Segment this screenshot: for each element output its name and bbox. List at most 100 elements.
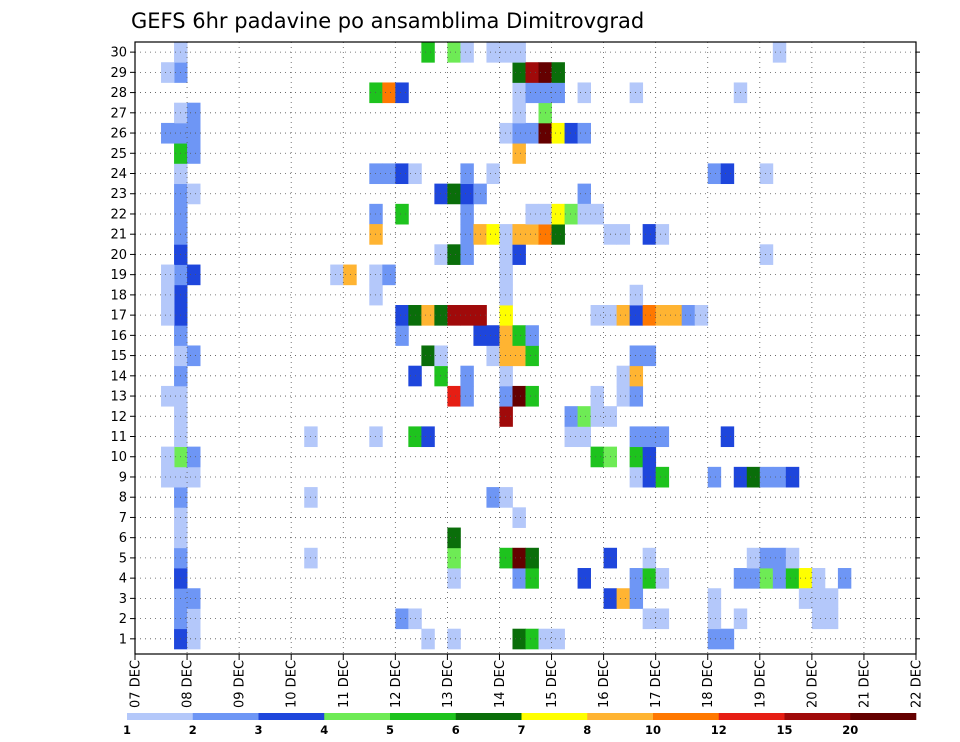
precip-cell <box>577 568 591 589</box>
precip-cell <box>499 122 513 144</box>
precip-cell <box>616 305 631 326</box>
y-tick-label: 9 <box>119 470 127 485</box>
colorbar-segment <box>784 713 851 720</box>
precip-cell <box>525 547 539 569</box>
precip-cell <box>512 224 526 245</box>
x-tick-label: 08 DEC <box>181 660 196 708</box>
precip-cell <box>499 42 513 63</box>
precip-cell <box>395 325 409 346</box>
precip-cell <box>434 183 448 205</box>
precip-cell <box>512 42 526 63</box>
precip-cell <box>811 588 826 609</box>
precip-cell <box>382 82 396 104</box>
precip-cell <box>161 122 175 144</box>
precip-cell <box>590 446 604 468</box>
precip-cell <box>746 547 761 569</box>
x-tick-label: 18 DEC <box>701 660 716 708</box>
precip-cell <box>655 466 670 488</box>
precip-cell <box>369 82 383 104</box>
precip-cell <box>486 487 500 508</box>
precip-cell <box>330 264 344 286</box>
colorbar-label: 3 <box>254 723 262 737</box>
precip-cell <box>460 203 474 225</box>
precip-cell <box>369 284 383 306</box>
precip-cell <box>447 244 461 265</box>
precip-cell <box>629 466 644 488</box>
precip-cell <box>499 365 513 387</box>
precip-cell <box>369 224 383 245</box>
precip-cell <box>616 588 631 609</box>
precip-cell <box>161 264 175 286</box>
precip-cell <box>187 102 201 124</box>
precip-cell <box>720 163 735 185</box>
x-tick-label: 09 DEC <box>233 660 248 708</box>
precip-cell <box>161 446 175 468</box>
precip-cell <box>629 385 644 407</box>
precip-cell <box>525 62 539 83</box>
precip-cell <box>512 102 526 124</box>
precip-cell <box>759 547 774 569</box>
precip-cell <box>564 203 578 225</box>
y-tick-label: 13 <box>110 390 127 405</box>
precip-cell <box>460 305 474 326</box>
colorbar-label: 6 <box>452 723 460 737</box>
precip-cell <box>707 628 722 650</box>
precip-cell <box>486 345 500 367</box>
x-tick-label: 12 DEC <box>389 660 404 708</box>
precip-cell <box>447 183 461 205</box>
precip-cell <box>577 203 591 225</box>
precip-cell <box>772 42 787 63</box>
precip-cell <box>616 224 631 245</box>
x-tick-label: 19 DEC <box>753 660 768 708</box>
x-tick-label: 16 DEC <box>597 660 612 708</box>
precip-cell <box>681 305 696 326</box>
precip-cell <box>499 487 513 508</box>
x-axis-ticks: 07 DEC 08 DEC 09 DEC 10 DEC 11 DEC 12 DEC 13 D… <box>129 654 925 708</box>
y-tick-label: 19 <box>110 268 127 283</box>
grid-lines <box>135 42 916 654</box>
y-tick-label: 10 <box>110 450 127 465</box>
precip-cell <box>499 325 513 346</box>
precip-cell <box>616 365 631 387</box>
x-tick-label: 17 DEC <box>649 660 664 708</box>
precip-cell <box>642 224 657 245</box>
precip-cell <box>486 325 500 346</box>
precip-cell <box>512 628 526 650</box>
y-tick-label: 12 <box>110 410 127 425</box>
precip-cell <box>525 325 539 346</box>
colorbar-segment <box>850 713 917 720</box>
y-tick-label: 17 <box>110 309 127 324</box>
precip-cell <box>499 547 513 569</box>
precip-cell <box>525 122 539 144</box>
colorbar-label: 15 <box>776 723 792 737</box>
colorbar-segment <box>521 713 588 720</box>
y-tick-label: 14 <box>110 369 127 384</box>
precip-cell <box>499 284 513 306</box>
colorbar-label: 7 <box>517 723 525 737</box>
precip-cell <box>486 224 500 245</box>
precip-cell <box>525 203 539 225</box>
precip-cell <box>369 264 383 286</box>
precip-cell <box>551 82 565 104</box>
precip-cell <box>447 547 461 569</box>
precip-cell <box>655 426 670 448</box>
precip-cell <box>421 426 435 448</box>
precip-cell <box>811 568 826 589</box>
precip-cell <box>785 466 800 488</box>
precip-cell <box>395 82 409 104</box>
precip-cell <box>460 385 474 407</box>
precip-cell <box>382 163 396 185</box>
precip-cell <box>460 224 474 245</box>
precip-cell <box>525 568 539 589</box>
precip-cell <box>590 385 604 407</box>
precip-cell <box>512 62 526 83</box>
colorbar-segment <box>718 713 785 720</box>
x-tick-label: 13 DEC <box>441 660 456 708</box>
x-tick-label: 15 DEC <box>545 660 560 708</box>
precip-cell <box>525 345 539 367</box>
precip-cell <box>616 385 631 407</box>
precip-cell <box>512 143 526 164</box>
colorbar-label: 2 <box>189 723 197 737</box>
precip-cell <box>460 163 474 185</box>
precip-cell <box>577 183 591 205</box>
